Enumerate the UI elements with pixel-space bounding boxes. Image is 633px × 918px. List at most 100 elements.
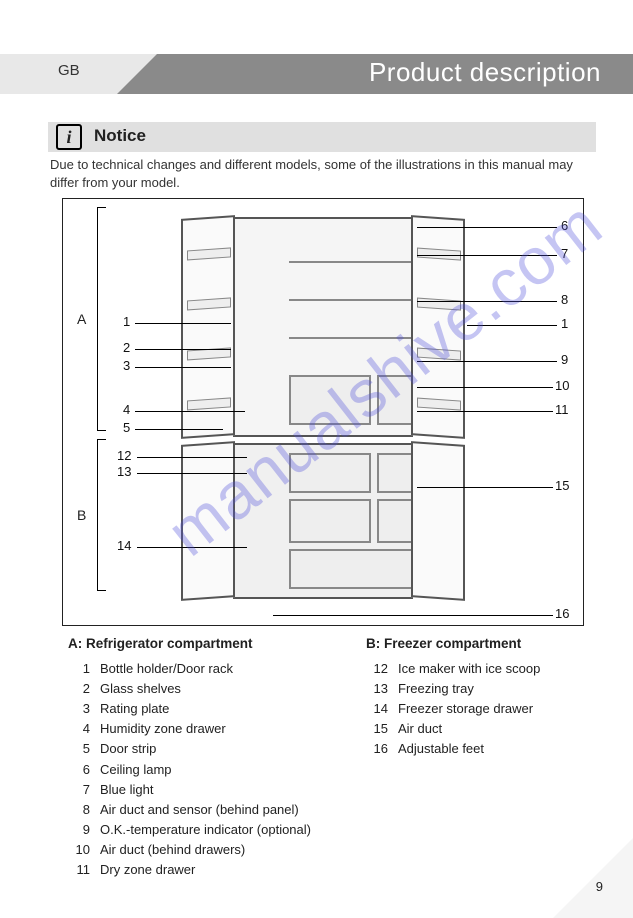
legend-item-text: Ceiling lamp — [100, 760, 172, 780]
bracket-a — [97, 207, 105, 431]
callout-lead — [417, 411, 553, 412]
door-right-bottom — [411, 441, 465, 601]
callout-num: 1 — [561, 316, 568, 331]
callout-num: 11 — [555, 402, 569, 417]
callout-lead — [135, 429, 223, 430]
notice-bar: i Notice — [48, 122, 596, 152]
legend-item-text: Ice maker with ice scoop — [398, 659, 540, 679]
callout-lead — [137, 473, 247, 474]
legend-a-row: 1 Bottle holder/Door rack — [68, 659, 368, 679]
legend-a-row: 2 Glass shelves — [68, 679, 368, 699]
legend-item-text: O.K.-temperature indicator (optional) — [100, 820, 311, 840]
legend-item-text: Freezing tray — [398, 679, 474, 699]
freezer-drawer — [289, 499, 371, 543]
notice-title: Notice — [94, 126, 146, 146]
legend-a-row: 3 Rating plate — [68, 699, 368, 719]
legend-item-number: 13 — [366, 679, 388, 699]
legend-item-number: 7 — [68, 780, 90, 800]
callout-lead — [135, 367, 231, 368]
legend-b-row: 12 Ice maker with ice scoop — [366, 659, 586, 679]
legend-item-text: Glass shelves — [100, 679, 181, 699]
product-diagram: A B — [62, 198, 584, 626]
legend-item-number: 2 — [68, 679, 90, 699]
legend-b: B: Freezer compartment 12 Ice maker with … — [366, 634, 586, 760]
legend-item-number: 16 — [366, 739, 388, 759]
callout-lead — [467, 325, 557, 326]
callout-lead — [135, 411, 245, 412]
legend-a-heading: A: Refrigerator compartment — [68, 634, 368, 655]
callout-lead — [137, 457, 247, 458]
legend-item-number: 3 — [68, 699, 90, 719]
legend-item-text: Air duct (behind drawers) — [100, 840, 245, 860]
legend-a-row: 5 Door strip — [68, 739, 368, 759]
legend-item-number: 14 — [366, 699, 388, 719]
freezer-drawer — [289, 453, 371, 493]
callout-num: 16 — [555, 606, 569, 621]
page-number: 9 — [596, 879, 603, 894]
legend-item-text: Bottle holder/Door rack — [100, 659, 233, 679]
legend-a-row: 4 Humidity zone drawer — [68, 719, 368, 739]
header-title-bg: Product description — [157, 54, 633, 94]
legend-item-text: Air duct — [398, 719, 442, 739]
legend-item-number: 10 — [68, 840, 90, 860]
legend-b-row: 14 Freezer storage drawer — [366, 699, 586, 719]
callout-lead — [273, 615, 553, 616]
legend-item-text: Air duct and sensor (behind panel) — [100, 800, 299, 820]
legend-b-row: 13 Freezing tray — [366, 679, 586, 699]
legend-item-text: Freezer storage drawer — [398, 699, 533, 719]
callout-lead — [135, 323, 231, 324]
callout-lead — [417, 387, 553, 388]
callout-num: 6 — [561, 218, 568, 233]
callout-num: 8 — [561, 292, 568, 307]
callout-num: 2 — [123, 340, 130, 355]
legend-a: A: Refrigerator compartment 1 Bottle hold… — [68, 634, 368, 880]
callout-num: 1 — [123, 314, 130, 329]
callout-num: 9 — [561, 352, 568, 367]
callout-num: 4 — [123, 402, 130, 417]
callout-num: 12 — [117, 448, 131, 463]
legend-a-row: 8 Air duct and sensor (behind panel) — [68, 800, 368, 820]
bracket-b — [97, 439, 105, 591]
legend-item-number: 8 — [68, 800, 90, 820]
legend-item-number: 5 — [68, 739, 90, 759]
callout-lead — [417, 301, 557, 302]
legend-item-number: 15 — [366, 719, 388, 739]
section-label-b: B — [77, 507, 86, 523]
legend-b-heading: B: Freezer compartment — [366, 634, 586, 655]
legend-item-text: Rating plate — [100, 699, 169, 719]
info-icon: i — [56, 124, 82, 150]
legend-item-number: 4 — [68, 719, 90, 739]
callout-num: 7 — [561, 246, 568, 261]
legend-item-number: 9 — [68, 820, 90, 840]
callout-num: 14 — [117, 538, 131, 553]
drawer — [289, 375, 371, 425]
door-right-top — [411, 215, 465, 439]
notice-body: Due to technical changes and different m… — [50, 156, 594, 191]
legend-item-number: 1 — [68, 659, 90, 679]
legend-item-number: 6 — [68, 760, 90, 780]
legend-b-row: 16 Adjustable feet — [366, 739, 586, 759]
callout-lead — [417, 487, 553, 488]
legend-item-number: 12 — [366, 659, 388, 679]
section-label-a: A — [77, 311, 86, 327]
legend-a-row: 7 Blue light — [68, 780, 368, 800]
legend-a-row: 9 O.K.-temperature indicator (optional) — [68, 820, 368, 840]
page-title: Product description — [369, 57, 601, 88]
callout-num: 10 — [555, 378, 569, 393]
legend-b-row: 15 Air duct — [366, 719, 586, 739]
page-corner — [553, 838, 633, 918]
legend-a-row: 10 Air duct (behind drawers) — [68, 840, 368, 860]
legend-a-row: 11Dry zone drawer — [68, 860, 368, 880]
callout-num: 15 — [555, 478, 569, 493]
legend-item-text: Door strip — [100, 739, 156, 759]
callout-num: 5 — [123, 420, 130, 435]
callout-lead — [417, 227, 557, 228]
legend-item-number: 11 — [68, 860, 90, 880]
legend-item-text: Blue light — [100, 780, 153, 800]
door-left-top — [181, 215, 235, 439]
fridge-top-cabinet — [233, 217, 413, 437]
legend-item-text: Adjustable feet — [398, 739, 484, 759]
callout-lead — [135, 349, 231, 350]
fridge-bottom-cabinet — [233, 443, 413, 599]
legend-item-text: Humidity zone drawer — [100, 719, 226, 739]
